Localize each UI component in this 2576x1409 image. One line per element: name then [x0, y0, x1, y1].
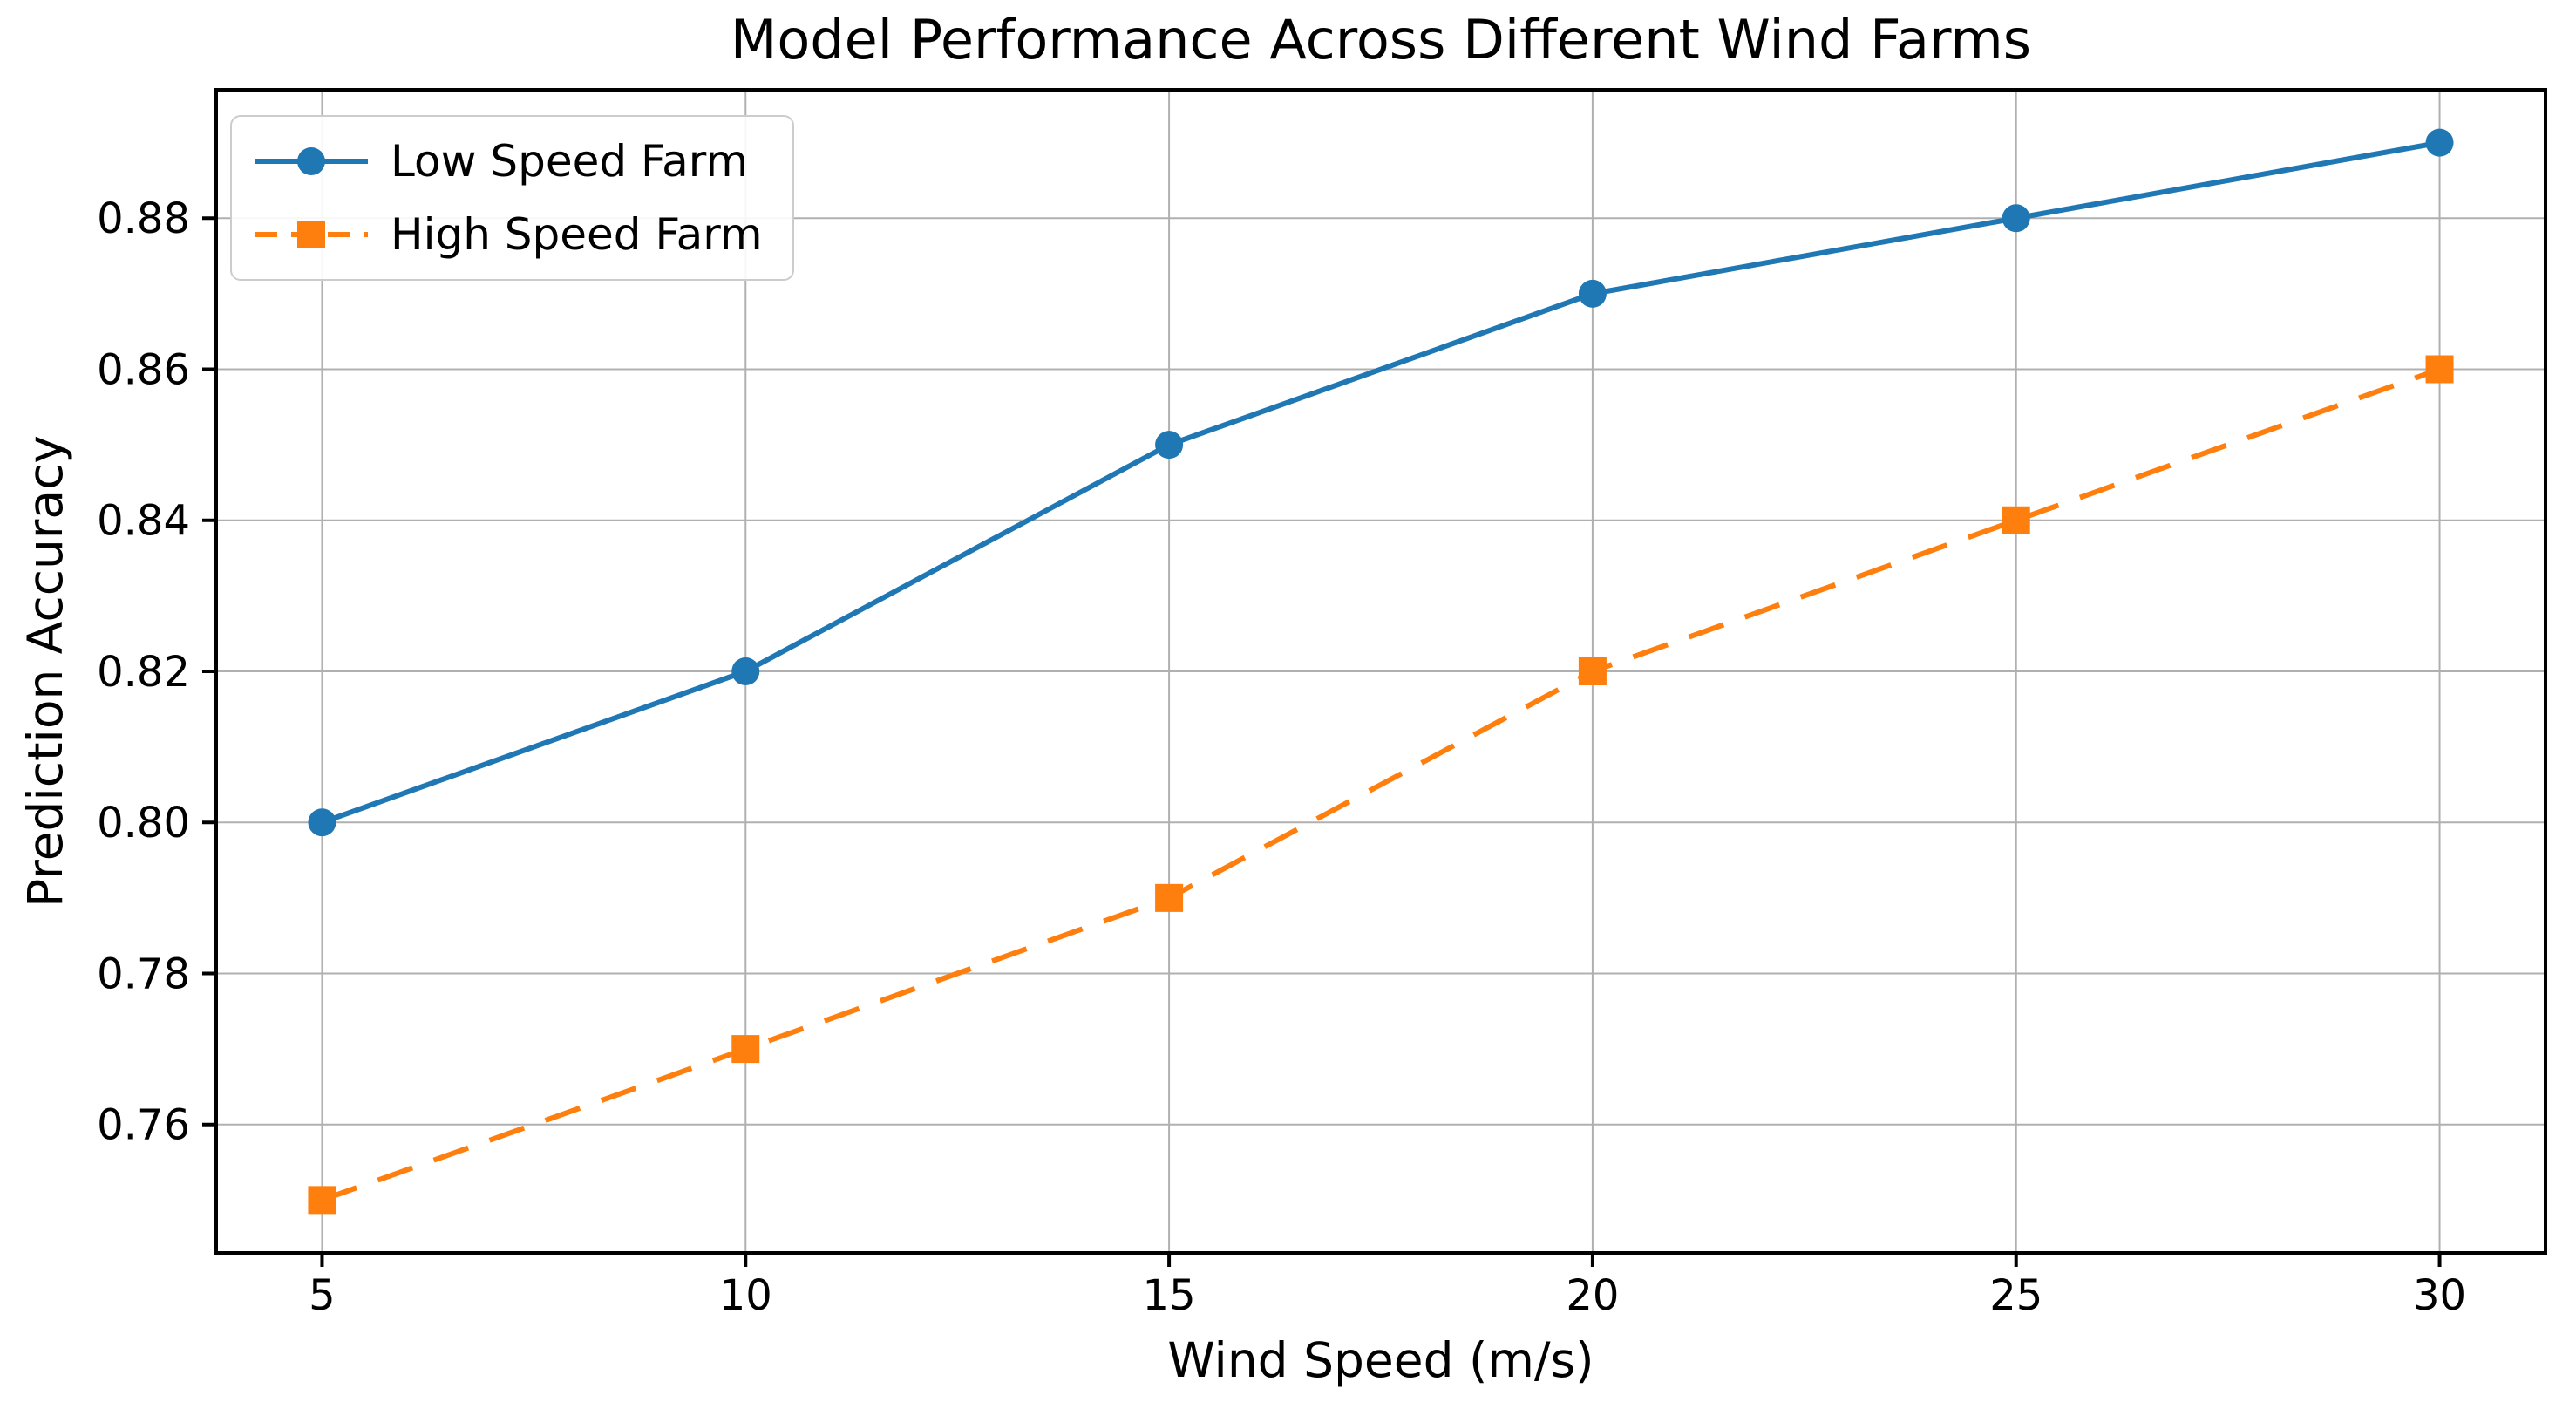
data-point-marker [731, 1035, 760, 1064]
legend-line-circle-marker-icon [255, 147, 368, 175]
legend-label: High Speed Farm [391, 209, 763, 260]
x-tick-label: 15 [1143, 1271, 1196, 1320]
y-tick-label: 0.84 [97, 497, 190, 546]
y-tick-label: 0.86 [97, 345, 190, 394]
data-point-marker [1578, 657, 1607, 685]
data-point-marker [2002, 204, 2030, 233]
y-tick-label: 0.82 [97, 648, 190, 697]
x-tick-label: 20 [1566, 1271, 1619, 1320]
x-tick-label: 10 [719, 1271, 772, 1320]
y-tick-label: 0.80 [97, 799, 190, 847]
y-tick-label: 0.78 [97, 950, 190, 998]
legend-label: Low Speed Farm [391, 136, 749, 187]
legend-line-square-marker-icon [255, 221, 368, 248]
data-point-marker [2002, 506, 2030, 534]
y-tick-label: 0.88 [97, 194, 190, 243]
y-tick-label: 0.76 [97, 1101, 190, 1150]
data-point-marker [1155, 883, 1184, 912]
data-point-marker [308, 1186, 336, 1215]
legend-item: High Speed Farm [255, 209, 763, 260]
data-point-marker [2425, 128, 2454, 157]
data-point-marker [1155, 431, 1184, 459]
series-line-high-speed-farm [321, 366, 2441, 1203]
series-line-low-speed-farm [321, 140, 2441, 826]
chart-title: Model Performance Across Different Wind … [730, 8, 2032, 71]
x-axis-label: Wind Speed (m/s) [1167, 1332, 1594, 1388]
data-point-marker [1578, 279, 1607, 308]
data-point-marker [2425, 355, 2454, 384]
x-tick-label: 25 [1989, 1271, 2042, 1320]
x-tick-label: 30 [2413, 1271, 2466, 1320]
x-tick-label: 5 [309, 1271, 336, 1320]
legend: Low Speed Farm High Speed Farm [230, 115, 794, 281]
legend-item: Low Speed Farm [255, 136, 763, 187]
data-point-marker [308, 808, 336, 837]
data-point-marker [731, 657, 760, 685]
axes-frame [214, 88, 2547, 1255]
